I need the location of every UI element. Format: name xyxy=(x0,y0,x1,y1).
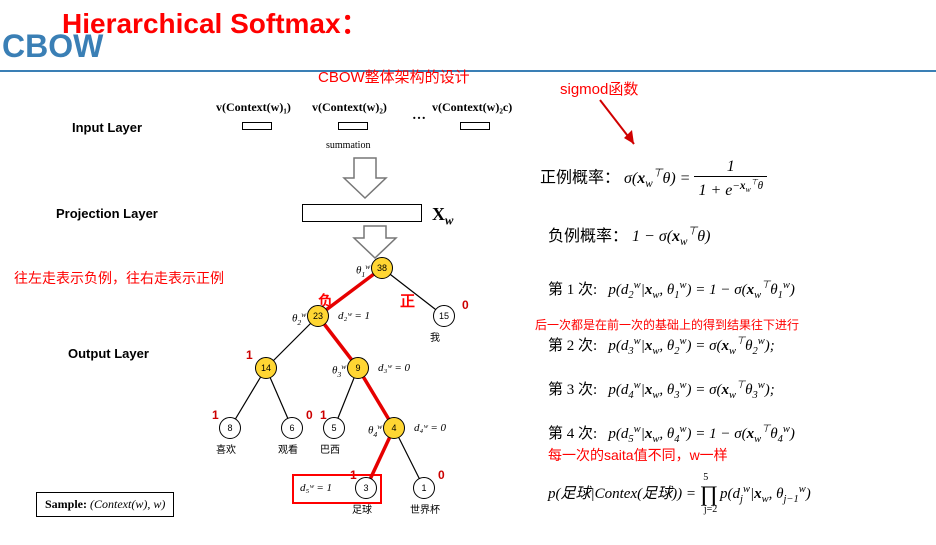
tree-node-n4: 4 xyxy=(383,417,405,439)
tree-node-n3: 3 xyxy=(355,477,377,499)
step3: 第 3 次: p(d4w|xw, θ3w) = σ(xw⊤θ3w); xyxy=(548,378,775,401)
neg-prob-formula: 1 − σ(xw⊤θ) xyxy=(632,228,710,245)
tree-node-n1: 1 xyxy=(413,477,435,499)
step4: 第 4 次: p(d5w|xw, θ4w) = 1 − σ(xw⊤θ4w) xyxy=(548,422,795,445)
pos-prob-formula: σ(xw⊤θ) = 11 + e−xw⊤θ xyxy=(624,170,767,187)
tree-node-n14: 14 xyxy=(255,357,277,379)
final-formula: p(足球|Contex(足球)) = ∏j=25 p(djw|xw, θj−1w… xyxy=(548,478,811,505)
tree-node-n23: 23 xyxy=(307,305,329,327)
step2: 第 2 次: p(d3w|xw, θ2w) = σ(xw⊤θ2w); xyxy=(548,334,775,357)
sigmoid-arrow-icon xyxy=(590,96,650,156)
tree-node-n15: 15 xyxy=(433,305,455,327)
annot-saita: 每一次的saita值不同，w一样 xyxy=(548,445,728,465)
pos-prob-row: 正例概率： σ(xw⊤θ) = 11 + e−xw⊤θ xyxy=(540,158,767,200)
step1: 第 1 次: p(d2w|xw, θ1w) = 1 − σ(xw⊤θ1w) xyxy=(548,278,795,301)
annot-after: 后一次都是在前一次的基础上的得到结果往下进行 xyxy=(535,316,799,333)
tree-edges xyxy=(0,0,520,545)
tree-node-n8: 8 xyxy=(219,417,241,439)
neg-prob-label: 负例概率： xyxy=(548,228,628,245)
tree-node-n6: 6 xyxy=(281,417,303,439)
neg-prob-row: 负例概率： 1 − σ(xw⊤θ) xyxy=(548,222,710,248)
tree-node-n9: 9 xyxy=(347,357,369,379)
pos-prob-label: 正例概率： xyxy=(540,170,620,187)
tree-node-n5: 5 xyxy=(323,417,345,439)
tree-node-n38: 38 xyxy=(371,257,393,279)
